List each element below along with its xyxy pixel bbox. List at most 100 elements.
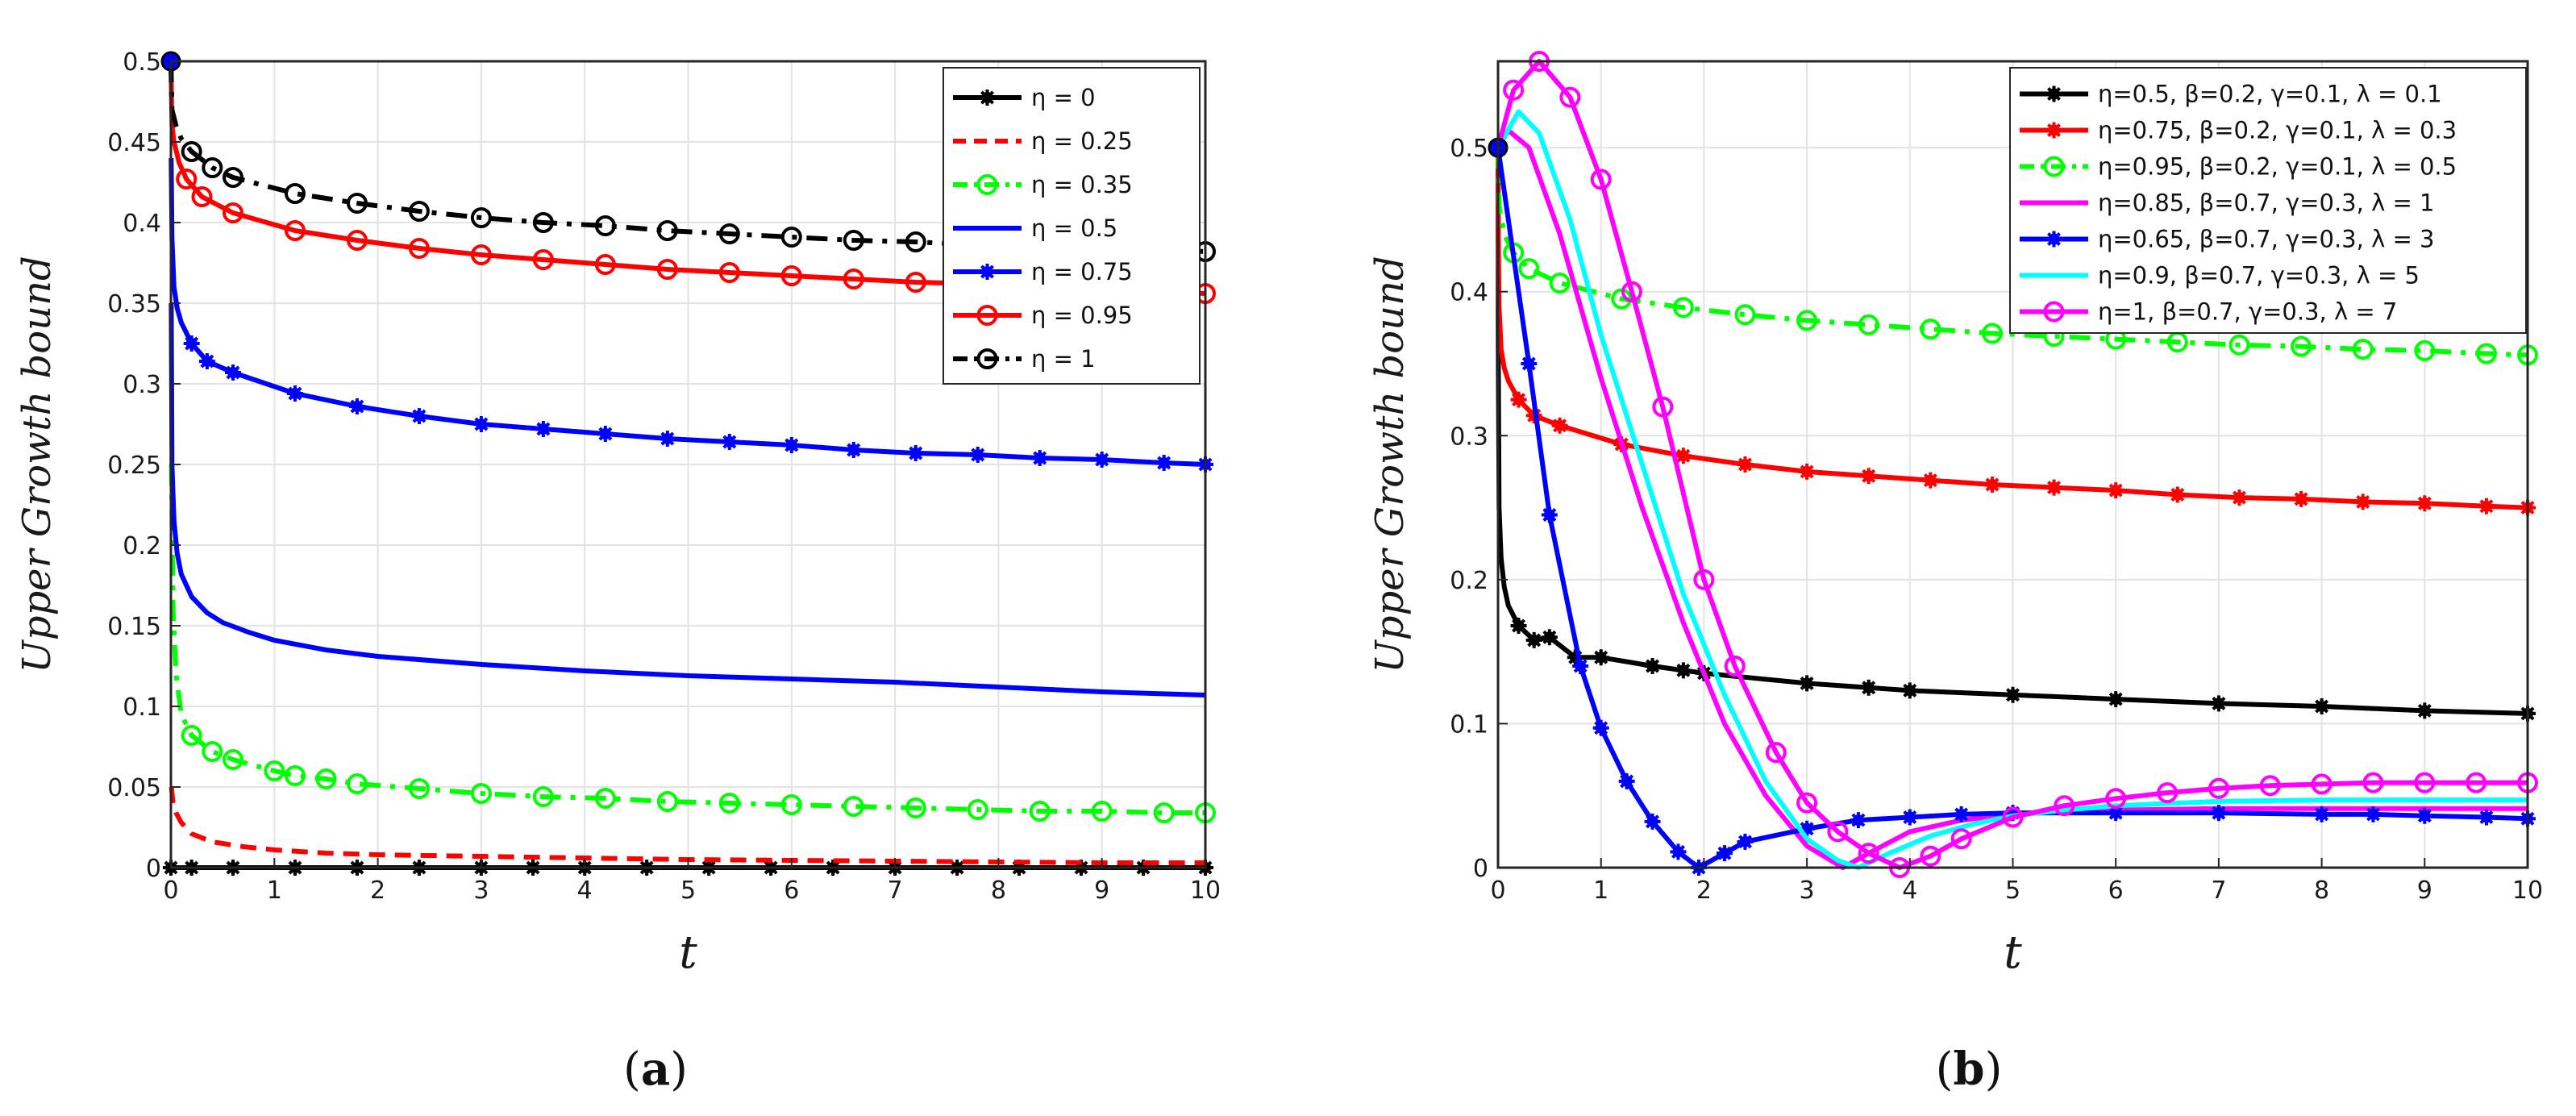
data-point-marker xyxy=(1675,662,1692,679)
legend-label: η = 0 xyxy=(1031,84,1096,111)
series-line xyxy=(169,302,1206,698)
data-point-marker xyxy=(1592,719,1609,736)
data-point-marker xyxy=(1858,843,1879,864)
data-point-marker xyxy=(2414,339,2436,361)
data-point-marker xyxy=(2208,777,2229,799)
series-line xyxy=(169,464,1205,815)
data-point-marker xyxy=(1572,658,1589,674)
y-tick-label: 0.25 xyxy=(107,452,161,480)
legend-item: η=0.95, β=0.2, γ=0.1, λ = 0.5 xyxy=(2020,153,2457,181)
legend-item: η = 1 xyxy=(953,345,1096,373)
data-point-marker xyxy=(659,431,676,447)
series-3 xyxy=(169,464,1216,823)
data-point-marker xyxy=(1093,452,1110,468)
data-point-marker xyxy=(348,398,365,414)
data-point-marker xyxy=(470,244,492,265)
data-point-marker xyxy=(1590,169,1612,190)
data-point-marker xyxy=(224,364,241,381)
data-point-marker xyxy=(1503,79,1525,101)
data-point-marker xyxy=(1693,568,1715,590)
data-point-marker xyxy=(843,796,864,817)
data-point-marker xyxy=(1765,742,1787,764)
data-point-marker xyxy=(1737,456,1754,473)
data-point-marker xyxy=(1559,86,1581,108)
y-tick-label: 0 xyxy=(146,855,161,883)
data-point-marker xyxy=(176,169,198,189)
data-point-marker xyxy=(1737,833,1754,850)
x-tick-label: 6 xyxy=(2108,877,2124,905)
series-line xyxy=(169,786,1205,865)
data-point-marker xyxy=(191,186,213,207)
data-point-marker xyxy=(1716,845,1733,862)
data-point-marker xyxy=(1796,792,1818,814)
y-tick-label: 0.3 xyxy=(123,371,161,399)
data-point-marker xyxy=(1551,417,1568,434)
panel-b-x-axis-label: t xyxy=(2004,927,2022,979)
data-point-marker xyxy=(1652,396,1674,418)
data-point-marker xyxy=(1521,356,1538,372)
legend-label: η = 1 xyxy=(1031,345,1096,373)
data-point-marker xyxy=(1796,310,1818,331)
data-point-marker xyxy=(2259,775,2281,797)
data-point-marker xyxy=(656,220,678,241)
data-point-marker xyxy=(905,231,926,252)
data-point-marker xyxy=(1592,649,1609,666)
data-point-marker xyxy=(718,793,740,814)
data-point-marker xyxy=(907,445,924,461)
y-tick-label: 0.35 xyxy=(107,290,161,319)
y-tick-label: 0.4 xyxy=(123,210,161,238)
data-point-marker xyxy=(1153,802,1175,823)
legend-label: η = 0.75 xyxy=(1031,258,1133,285)
data-point-marker xyxy=(2169,486,2186,503)
legend-marker xyxy=(2045,122,2062,139)
panel-a-caption-letter: a xyxy=(641,1043,670,1096)
data-point-marker xyxy=(202,157,223,178)
panel-a: 0 1 2 3 4 5 6 7 8 9 10 0 0.05 0.1 0.15 0.2 0.25 0.3 0.35 0.… xyxy=(15,48,1221,1096)
panel-b-legend: η=0.5, β=0.2, γ=0.1, λ = 0.1 η=0.75, β=0.… xyxy=(2009,67,2527,334)
y-tick-label: 0.2 xyxy=(123,532,161,560)
x-tick-label: 7 xyxy=(888,877,903,905)
data-point-marker xyxy=(1799,463,1816,480)
legend-item: η=0.9, β=0.7, γ=0.3, λ = 5 xyxy=(2020,262,2420,289)
data-point-marker xyxy=(2478,809,2495,826)
data-point-marker xyxy=(286,385,303,402)
data-point-marker xyxy=(181,725,202,746)
legend-label: η=0.95, β=0.2, γ=0.1, λ = 0.5 xyxy=(2098,153,2457,181)
data-point-marker xyxy=(1510,618,1527,634)
data-point-marker xyxy=(346,193,368,214)
data-point-marker xyxy=(1675,448,1692,464)
data-point-marker xyxy=(535,421,551,437)
legend-item: η = 0.95 xyxy=(953,302,1133,329)
legend-label: η = 0.35 xyxy=(1031,171,1133,198)
data-point-marker xyxy=(181,141,202,162)
data-point-marker xyxy=(1155,455,1172,471)
legend-marker xyxy=(979,90,996,106)
data-point-marker xyxy=(1734,304,1756,326)
x-tick-label: 1 xyxy=(267,877,282,905)
data-point-marker xyxy=(780,265,802,286)
data-point-marker xyxy=(408,238,430,259)
data-point-marker xyxy=(2004,805,2021,822)
data-point-marker xyxy=(1029,801,1051,822)
legend-item: η = 0.35 xyxy=(953,171,1133,198)
data-point-marker xyxy=(410,408,427,424)
legend-marker xyxy=(976,305,998,326)
data-point-marker xyxy=(594,254,616,275)
data-point-marker xyxy=(346,773,368,794)
data-point-marker xyxy=(1621,281,1643,302)
data-point-marker xyxy=(2004,686,2021,703)
legend-marker xyxy=(2045,85,2062,102)
data-point-marker xyxy=(783,437,800,453)
data-point-marker xyxy=(2416,702,2433,719)
x-tick-label: 0 xyxy=(163,877,178,905)
y-tick-label: 0.1 xyxy=(123,693,161,722)
data-point-marker xyxy=(2231,489,2248,506)
data-point-marker xyxy=(721,434,738,450)
data-point-marker xyxy=(1922,472,1939,489)
y-tick-label: 0.3 xyxy=(1450,423,1488,451)
data-point-marker xyxy=(1827,821,1849,843)
panel-b-caption: (b) xyxy=(1936,1043,2003,1096)
panel-a-ticks: 0 1 2 3 4 5 6 7 8 9 10 0 0.05 0.1 0.15 0.2 0.25 0.3 0.35 0.… xyxy=(107,48,1221,905)
data-point-marker xyxy=(1901,682,1918,699)
